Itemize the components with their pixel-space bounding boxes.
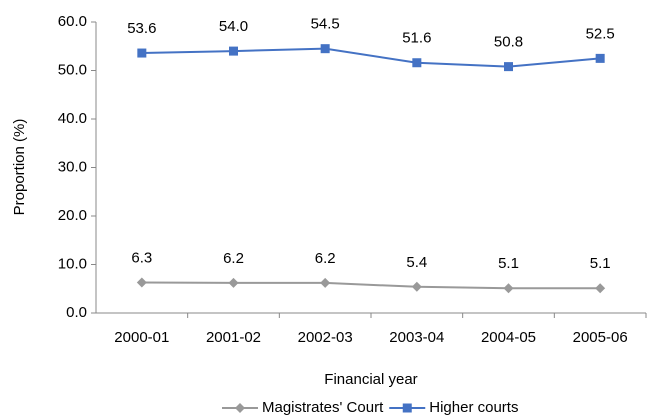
x-axis-title: Financial year [324, 371, 417, 388]
series-line [141, 281, 601, 290]
y-tick-label: 50.0 [58, 61, 87, 78]
legend-label: Higher courts [429, 399, 518, 416]
y-tick-label: 30.0 [58, 158, 87, 175]
point [229, 46, 238, 56]
point [411, 281, 422, 292]
y-tick-label: 10.0 [58, 255, 87, 272]
point [137, 48, 147, 58]
data-label: 6.2 [223, 250, 244, 267]
x-tick-label: 2001-02 [206, 329, 261, 346]
data-label: 5.4 [406, 254, 427, 271]
y-tick-label: 40.0 [58, 110, 87, 127]
data-label: 6.3 [131, 249, 152, 266]
legend-marker [235, 403, 245, 413]
x-tick-label: 2002-03 [298, 329, 353, 346]
data-label: 54.0 [219, 18, 248, 35]
data-label: 5.1 [498, 255, 519, 272]
point [595, 283, 606, 294]
point [412, 58, 422, 68]
point [504, 62, 513, 72]
x-tick-label: 2000-01 [114, 329, 169, 346]
data-label: 51.6 [402, 30, 431, 47]
y-axis-title: Proportion (%) [11, 119, 28, 216]
data-label: 6.2 [315, 250, 336, 267]
point [320, 277, 331, 288]
data-label: 5.1 [590, 255, 611, 272]
y-tick-label: 0.0 [66, 304, 87, 321]
data-label: 50.8 [494, 34, 523, 51]
point [136, 277, 147, 288]
point [320, 44, 330, 54]
series-line [141, 47, 601, 68]
x-tick-label: 2005-06 [573, 329, 628, 346]
point [595, 53, 605, 63]
x-tick-label: 2004-05 [481, 329, 536, 346]
legend-label: Magistrates' Court [262, 399, 384, 416]
data-label: 52.5 [586, 25, 615, 42]
x-tick-label: 2003-04 [389, 329, 444, 346]
point [503, 283, 514, 294]
y-tick-label: 60.0 [58, 13, 87, 30]
legend-marker [402, 403, 412, 413]
point [228, 277, 239, 288]
data-label: 53.6 [127, 20, 156, 37]
data-label: 54.5 [311, 16, 340, 33]
y-tick-label: 20.0 [58, 207, 87, 224]
